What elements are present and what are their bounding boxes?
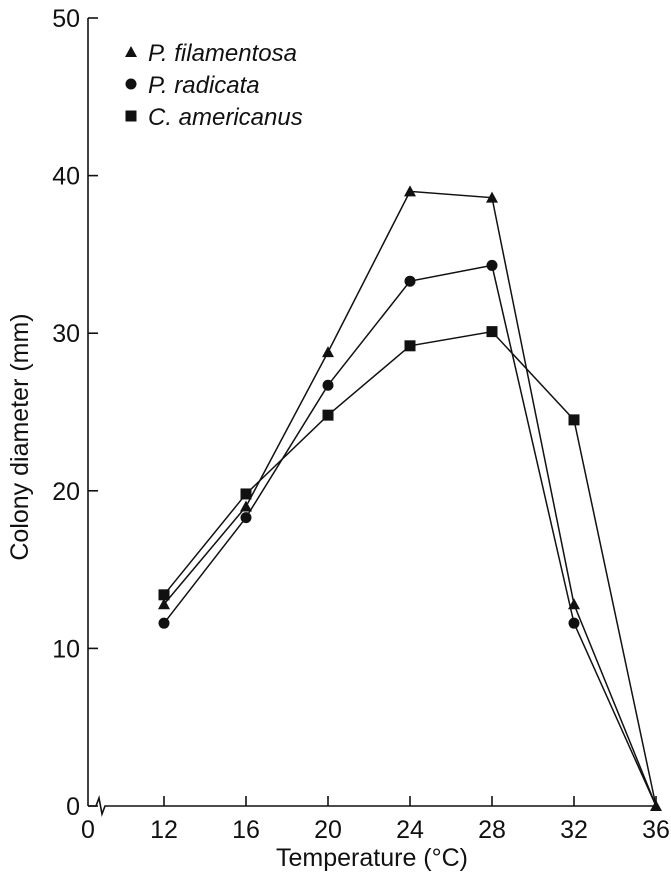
data-point-end	[650, 800, 662, 811]
data-point-square	[486, 326, 498, 338]
data-point-square	[568, 414, 580, 426]
data-point-triangle	[240, 500, 252, 512]
legend-marker-square	[125, 110, 137, 122]
legend-label: P. radicata	[148, 72, 260, 99]
x-tick-label: 20	[314, 816, 342, 844]
y-tick-label: 10	[52, 635, 80, 663]
legend-label: C. americanus	[148, 104, 303, 131]
data-point-circle	[240, 512, 252, 524]
y-tick-label: 30	[52, 320, 80, 348]
x-tick-label: 16	[232, 816, 260, 844]
series-markers	[158, 185, 662, 811]
x-tick-label: 32	[560, 816, 588, 844]
data-point-triangle	[158, 598, 170, 610]
data-point-circle	[322, 379, 334, 391]
y-tick-label: 20	[52, 478, 80, 506]
data-point-triangle	[322, 346, 334, 358]
x-tick-label: 36	[642, 816, 670, 844]
x-axis-line	[88, 795, 656, 817]
data-point-circle	[568, 617, 580, 629]
data-point-square	[240, 488, 252, 500]
data-point-triangle	[568, 598, 580, 610]
legend: P. filamentosa P. radicata C. americanus	[125, 40, 303, 131]
data-point-circle	[404, 275, 416, 287]
x-tick-label: 12	[150, 816, 178, 844]
x-tick-label: 0	[81, 816, 95, 844]
data-point-circle	[158, 617, 170, 629]
legend-marker-circle	[125, 78, 137, 90]
x-tick-label: 28	[478, 816, 506, 844]
legend-label: P. filamentosa	[148, 40, 297, 67]
data-point-square	[158, 589, 170, 601]
series-line-square	[163, 330, 657, 807]
legend-marker-triangle	[125, 46, 137, 57]
y-tick-label: 40	[52, 163, 80, 191]
y-tick-label: 50	[52, 5, 80, 33]
data-point-square	[322, 409, 334, 421]
data-point-square	[404, 340, 416, 352]
tick-labels: 0 10 20 30 40 50 0 12 16 20 24 28 32 36	[52, 5, 670, 844]
y-tick-label: 0	[66, 793, 80, 821]
y-axis-title: Colony diameter (mm)	[6, 313, 34, 560]
data-point-triangle	[404, 185, 416, 197]
x-tick-label: 24	[396, 816, 424, 844]
axes	[87, 17, 657, 817]
data-point-triangle	[486, 191, 498, 203]
data-point-circle	[486, 259, 498, 271]
x-axis-title: Temperature (°C)	[276, 844, 468, 872]
